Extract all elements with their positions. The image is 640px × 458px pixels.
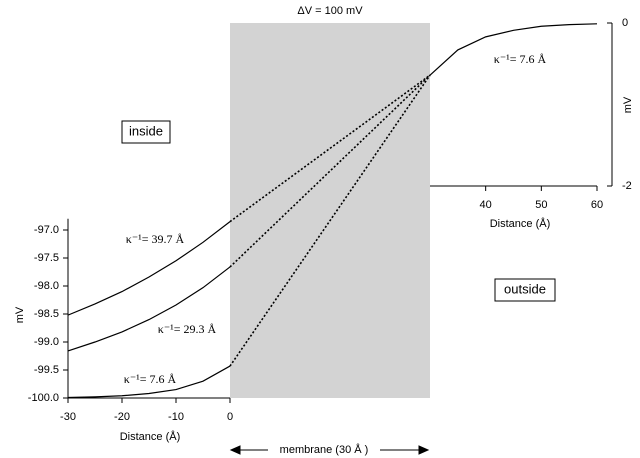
membrane-label: membrane (30 Å ): [280, 443, 369, 456]
membrane-arrow: [229, 445, 430, 455]
y-tick-label: 0: [622, 17, 628, 29]
y-tick-label: -98.0: [34, 280, 59, 292]
y-tick-label: -97.0: [34, 224, 59, 236]
inside-box: [121, 120, 171, 144]
x-tick-label: -20: [114, 411, 130, 423]
x-tick-label: -10: [168, 411, 184, 423]
x-tick-label: 0: [227, 411, 233, 423]
x-tick-label: -30: [60, 411, 76, 423]
outside-box: [494, 278, 556, 302]
inside-label: inside: [129, 123, 163, 138]
y-tick-label: -98.5: [34, 308, 59, 320]
curve: [67, 221, 231, 316]
curve-label: κ⁻¹= 7.6 Å: [494, 52, 547, 66]
delta-v: ΔV = 100 mV: [297, 5, 363, 17]
y-tick-label: -99.5: [34, 364, 59, 376]
curve: [67, 266, 231, 352]
y-tick-label: -99.0: [34, 336, 59, 348]
y-tick-label: -100.0: [28, 392, 59, 404]
y-tick-label: -2: [622, 180, 632, 192]
curve-label: κ⁻¹= 39.7 Å: [126, 232, 185, 246]
x-tick-label: 60: [591, 199, 603, 211]
outside-label: outside: [504, 281, 546, 296]
connector: [229, 74, 431, 223]
x-tick-label: 40: [480, 199, 492, 211]
x-axis-label: Distance (Å): [120, 430, 181, 443]
x-tick-label: 50: [535, 199, 547, 211]
membrane: [230, 23, 430, 398]
y-tick-label: -97.5: [34, 252, 59, 264]
curve-label: κ⁻¹= 7.6 Å: [124, 372, 177, 386]
y-axis-label: mV: [622, 96, 634, 113]
connector: [229, 74, 431, 367]
curve: [67, 365, 231, 399]
curve: [429, 23, 598, 76]
y-axis-label: mV: [14, 306, 26, 323]
x-axis-label: Distance (Å): [490, 217, 551, 230]
curve-label: κ⁻¹= 29.3 Å: [158, 322, 217, 336]
